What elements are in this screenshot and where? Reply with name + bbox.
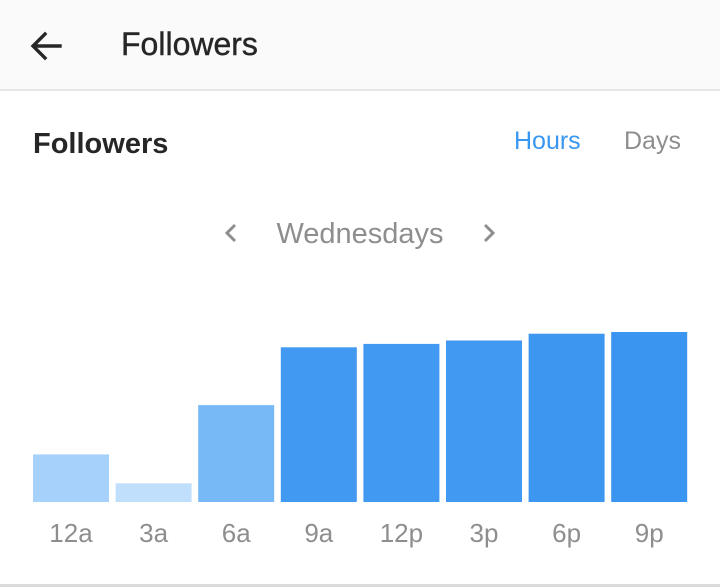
chart-bar-12p[interactable] bbox=[363, 343, 440, 502]
day-label: Wednesdays bbox=[276, 218, 444, 250]
chart-bar-6a[interactable] bbox=[198, 405, 275, 502]
chart-bar-3p[interactable] bbox=[446, 340, 522, 503]
x-tick-label: 12p bbox=[380, 518, 423, 548]
chart-bar-9p[interactable] bbox=[611, 332, 688, 502]
section-title: Followers bbox=[33, 128, 169, 160]
app-bar: Followers bbox=[0, 0, 720, 91]
chart-bar-9a[interactable] bbox=[280, 347, 357, 502]
x-tick-label: 3a bbox=[139, 518, 168, 548]
chart-bar-12a[interactable] bbox=[33, 454, 109, 502]
day-selector: Wednesdays bbox=[0, 212, 720, 256]
x-tick-label: 6a bbox=[222, 518, 251, 548]
x-tick-label: 9a bbox=[304, 518, 333, 548]
arrow-left-icon bbox=[30, 31, 62, 61]
chevron-right-icon bbox=[483, 223, 496, 243]
bottom-divider bbox=[0, 584, 720, 587]
chart-svg: 12a 3a 6a 9a 12p 3p 6p 9p bbox=[33, 332, 688, 548]
tab-days[interactable]: Days bbox=[624, 127, 681, 155]
chevron-left-icon bbox=[224, 223, 237, 243]
followers-bar-chart: 12a 3a 6a 9a 12p 3p 6p 9p bbox=[0, 280, 720, 580]
x-tick-label: 3p bbox=[470, 518, 499, 548]
next-day-button[interactable] bbox=[474, 218, 504, 248]
previous-day-button[interactable] bbox=[216, 218, 246, 248]
page-title: Followers bbox=[121, 26, 258, 62]
chart-bar-3a[interactable] bbox=[115, 483, 192, 502]
x-tick-label: 6p bbox=[552, 518, 581, 548]
back-button[interactable] bbox=[22, 22, 70, 70]
x-tick-label: 12a bbox=[49, 518, 93, 548]
x-tick-label: 9p bbox=[635, 518, 664, 548]
tab-hours[interactable]: Hours bbox=[514, 127, 581, 155]
chart-bar-6p[interactable] bbox=[528, 333, 605, 502]
